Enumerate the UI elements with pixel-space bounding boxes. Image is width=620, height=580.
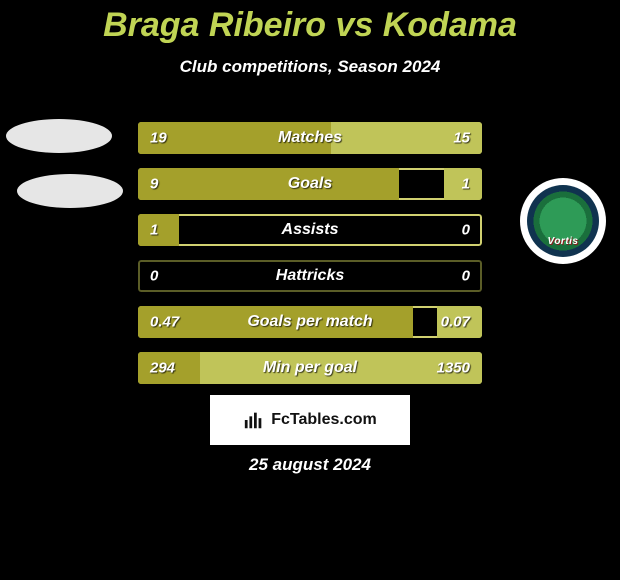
stats-chart: 19 Matches 15 9 Goals 1 1 Assists 0 0 Hattricks 0 0.…: [138, 122, 482, 398]
stat-row: 9 Goals 1: [138, 168, 482, 200]
stat-value-left: 9: [150, 176, 158, 193]
stat-value-left: 1: [150, 222, 158, 239]
stat-label: Min per goal: [263, 359, 357, 377]
stat-row: 0 Hattricks 0: [138, 260, 482, 292]
right-team-logo: Vortis: [520, 178, 606, 264]
left-team-logo-placeholder-1: [6, 119, 112, 153]
bars-icon: [243, 409, 265, 431]
stat-bar-left: [138, 168, 399, 200]
source-badge: FcTables.com: [210, 395, 410, 445]
stat-label: Matches: [278, 129, 342, 147]
stat-value-right: 1: [462, 176, 470, 193]
left-team-logo-placeholder-2: [17, 174, 123, 208]
vortis-badge-icon: Vortis: [527, 185, 599, 257]
stat-row: 19 Matches 15: [138, 122, 482, 154]
stat-value-right: 15: [453, 130, 470, 147]
stat-value-right: 1350: [437, 360, 470, 377]
stat-value-right: 0.07: [441, 314, 470, 331]
source-text: FcTables.com: [271, 411, 377, 429]
stat-label: Goals: [288, 175, 332, 193]
page-title: Braga Ribeiro vs Kodama: [0, 0, 620, 45]
stat-label: Hattricks: [276, 267, 344, 285]
stat-value-left: 19: [150, 130, 167, 147]
vortis-badge-text: Vortis: [548, 236, 579, 247]
stat-row: 0.47 Goals per match 0.07: [138, 306, 482, 338]
stat-value-left: 0: [150, 268, 158, 285]
stat-label: Assists: [282, 221, 339, 239]
stat-value-left: 0.47: [150, 314, 179, 331]
stat-label: Goals per match: [247, 313, 372, 331]
stat-row: 294 Min per goal 1350: [138, 352, 482, 384]
stat-value-right: 0: [462, 268, 470, 285]
stat-value-left: 294: [150, 360, 175, 377]
page-subtitle: Club competitions, Season 2024: [0, 57, 620, 77]
date-text: 25 august 2024: [249, 455, 371, 475]
stat-row: 1 Assists 0: [138, 214, 482, 246]
stat-value-right: 0: [462, 222, 470, 239]
stat-bar-left: [138, 214, 179, 246]
